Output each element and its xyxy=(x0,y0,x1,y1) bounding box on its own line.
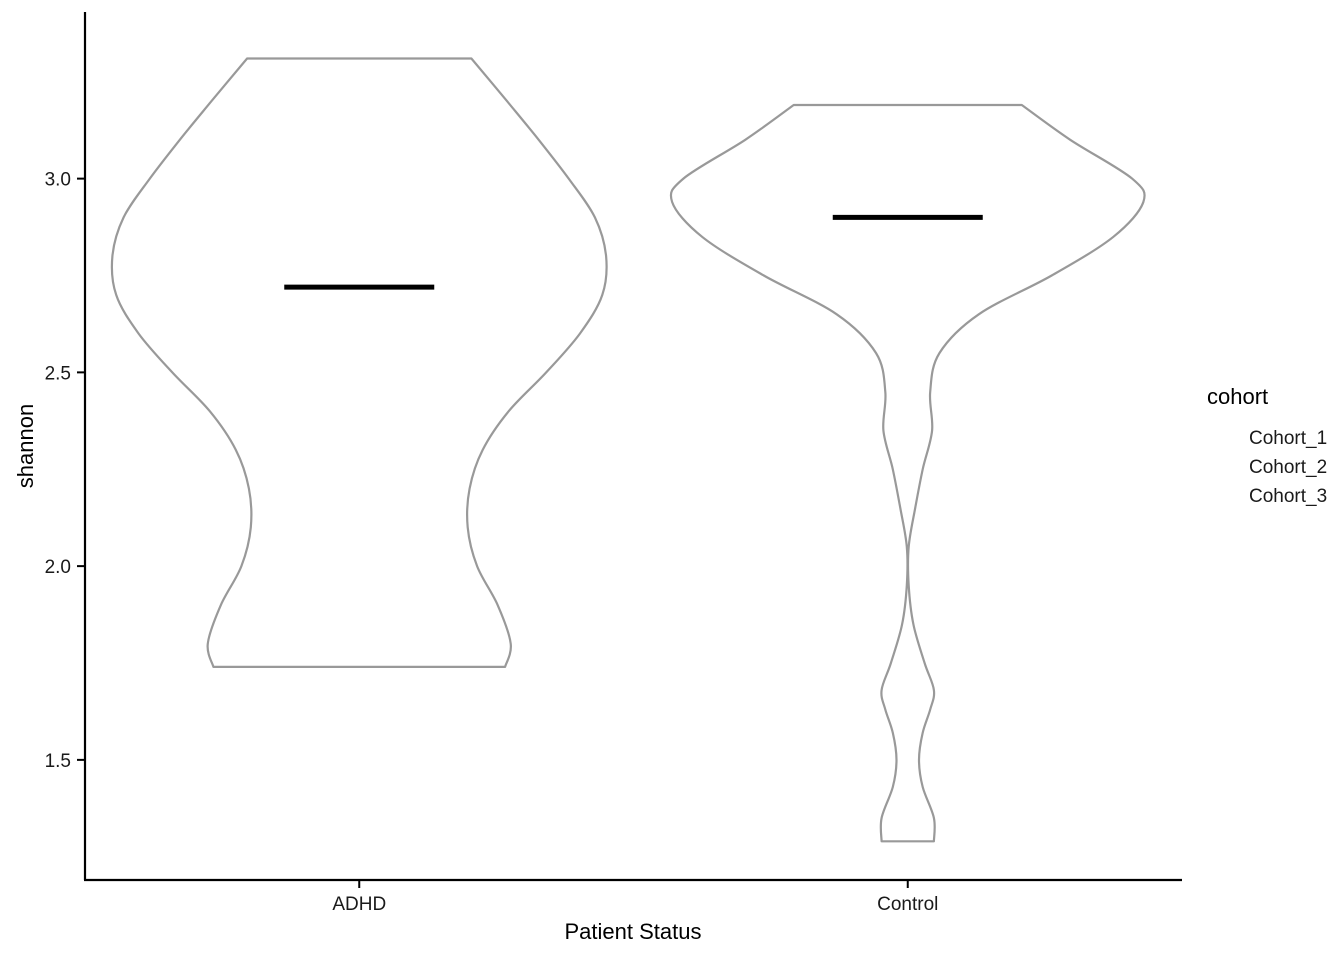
x-tick-label: Control xyxy=(877,894,938,915)
legend-entry: Cohort_3 xyxy=(1249,486,1327,507)
legend-entries: Cohort_1 Cohort_2 Cohort_3 xyxy=(1249,428,1327,507)
y-axis-title: shannon xyxy=(13,404,38,488)
violin-adhd xyxy=(110,57,608,668)
x-tick-label: ADHD xyxy=(332,894,386,915)
violins-layer xyxy=(110,57,1146,843)
y-tick-label: 2.5 xyxy=(45,363,71,384)
legend-title: cohort xyxy=(1207,384,1268,409)
legend-entry: Cohort_2 xyxy=(1249,457,1327,478)
violin-control xyxy=(669,103,1146,843)
legend-entry: Cohort_1 xyxy=(1249,428,1327,449)
y-ticks: 1.5 2.0 2.5 3.0 xyxy=(45,170,85,772)
y-tick-label: 1.5 xyxy=(45,751,71,772)
y-tick-label: 2.0 xyxy=(45,557,71,578)
legend: cohort Cohort_1 Cohort_2 Cohort_3 xyxy=(1207,384,1327,507)
x-axis-title: Patient Status xyxy=(565,919,702,944)
x-ticks: ADHD Control xyxy=(332,880,938,915)
axes-layer xyxy=(83,12,1182,882)
y-tick-label: 3.0 xyxy=(45,170,71,191)
medians-layer xyxy=(284,214,983,290)
